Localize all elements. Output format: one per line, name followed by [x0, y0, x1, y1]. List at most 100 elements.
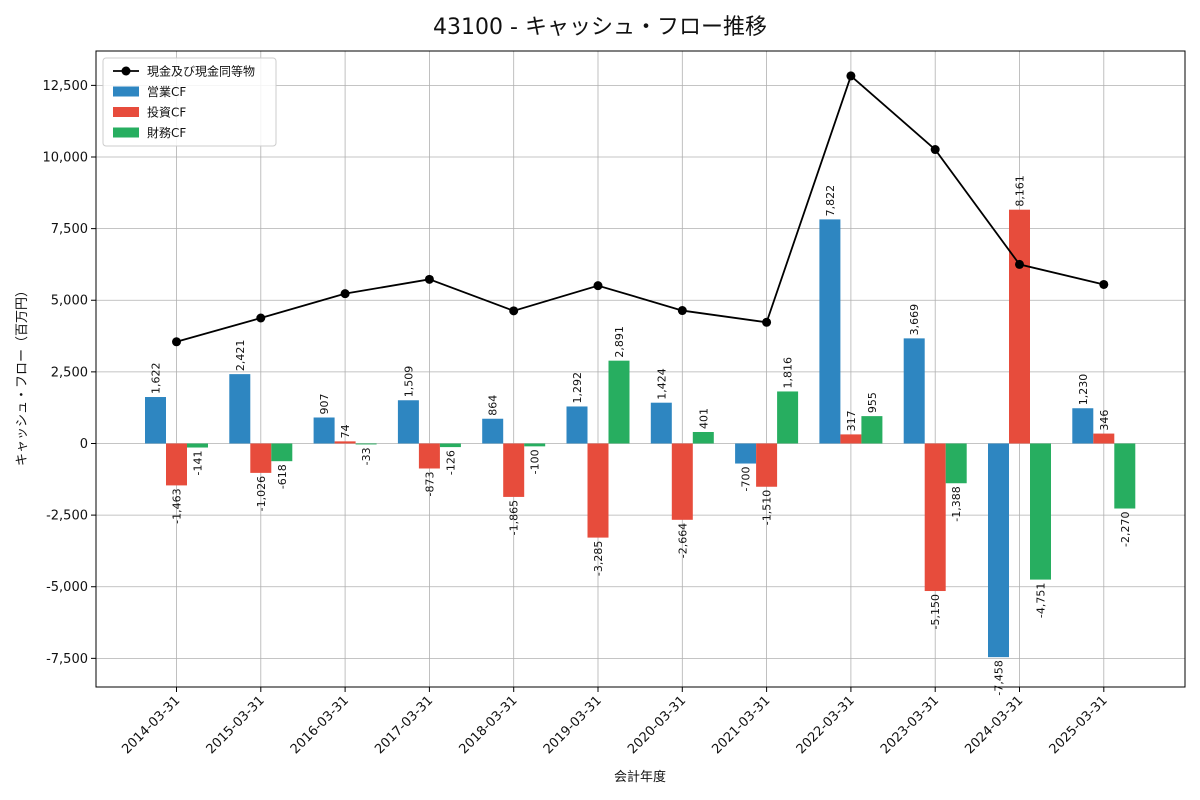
data-label: -7,458 [993, 660, 1006, 695]
bar [1114, 443, 1136, 509]
bar [1009, 209, 1030, 444]
bar [1093, 433, 1115, 444]
data-label: 864 [487, 395, 500, 416]
bar [313, 417, 335, 444]
bar [756, 443, 778, 487]
data-label: 1,292 [571, 372, 584, 404]
data-label: -3,285 [592, 541, 605, 576]
x-tick-label: 2020-03-31 [625, 693, 689, 757]
bar [187, 443, 208, 448]
bar [903, 338, 925, 444]
data-label: 401 [697, 408, 710, 429]
legend-entry: 投資CF [147, 105, 186, 120]
y-tick-label: -5,000 [46, 580, 88, 595]
y-tick-label: -2,500 [46, 509, 88, 524]
cash-equivalents-point [340, 289, 350, 299]
bar [735, 443, 757, 464]
data-label: 1,622 [150, 363, 163, 395]
bar [355, 443, 377, 445]
x-tick-label: 2021-03-31 [709, 693, 773, 757]
cash-equivalents-point [846, 71, 856, 81]
x-tick-label: 2017-03-31 [372, 693, 436, 757]
legend-swatch [113, 127, 139, 138]
bar [166, 443, 187, 486]
legend-swatch [113, 107, 139, 117]
data-label: 3,669 [908, 304, 921, 336]
y-axis-label: キャッシュ・フロー（百万円） [15, 284, 30, 466]
data-label: -1,865 [508, 500, 521, 535]
data-label: -2,664 [676, 523, 689, 558]
x-tick-label: 2022-03-31 [794, 693, 858, 757]
cash-equivalents-point [593, 281, 603, 291]
data-label: 1,816 [782, 357, 795, 389]
legend-swatch [113, 86, 139, 97]
bar [503, 443, 525, 497]
data-label: -141 [192, 451, 205, 476]
legend-box [102, 57, 277, 147]
cash-equivalents-point [1099, 279, 1109, 289]
data-label: 2,891 [613, 326, 626, 358]
cash-equivalents-point [256, 313, 266, 323]
y-tick-label: 10,000 [43, 151, 89, 166]
x-tick-label: 2015-03-31 [204, 693, 268, 757]
bar [650, 402, 672, 444]
legend-entry: 財務CF [147, 125, 186, 140]
data-label: -5,150 [929, 594, 942, 629]
bar [439, 443, 461, 448]
x-tick-label: 2016-03-31 [288, 693, 352, 757]
grid-layer [96, 51, 1185, 687]
bar [334, 441, 356, 444]
y-tick-label: 7,500 [51, 222, 88, 237]
data-label: -700 [740, 467, 753, 492]
cash-equivalents-point [930, 145, 940, 155]
bar [671, 443, 693, 520]
y-tick-label: -7,500 [46, 652, 88, 667]
legend-entry: 現金及び現金同等物 [147, 64, 255, 79]
bar [777, 391, 799, 444]
bar [145, 397, 166, 444]
y-tick-label: 5,000 [51, 294, 88, 309]
bar [271, 443, 293, 462]
bar [692, 431, 714, 444]
data-label: 74 [339, 424, 352, 438]
data-labels-layer: 1,622 2,421 907 1,509 864 1,292 1,424 -700 7,822… [150, 175, 1132, 695]
chart-title: 43100 - キャッシュ・フロー推移 [433, 15, 767, 40]
bar [1030, 443, 1051, 580]
data-label: -126 [444, 450, 457, 475]
data-label: -1,463 [171, 488, 184, 523]
data-label: -1,026 [255, 476, 268, 511]
x-axis: 2014-03-31 2015-03-31 2016-03-31 2017-03-31… [119, 687, 1111, 757]
data-label: 955 [866, 392, 879, 413]
data-label: 907 [318, 394, 331, 415]
bar [418, 443, 440, 469]
bar [524, 443, 546, 447]
plot-frame [95, 50, 1186, 688]
bar [482, 418, 504, 444]
cash-equivalents-point [1015, 259, 1024, 269]
bar [608, 360, 630, 444]
x-axis-label: 会計年度 [614, 769, 666, 785]
bar [861, 416, 883, 444]
data-label: -618 [276, 464, 289, 489]
bar [1072, 408, 1094, 444]
y-tick-label: 0 [80, 437, 88, 452]
data-label: -2,270 [1119, 512, 1132, 547]
cash-equivalents-point [424, 274, 434, 284]
bars-layer [145, 209, 1136, 658]
bar [840, 434, 862, 444]
data-label: 1,230 [1077, 374, 1090, 406]
y-tick-label: 2,500 [51, 365, 88, 380]
x-tick-label: 2025-03-31 [1047, 693, 1111, 757]
data-label: -4,751 [1035, 583, 1048, 618]
cash-equivalents-point [172, 337, 181, 347]
data-label: -1,510 [761, 490, 774, 525]
data-label: -33 [360, 447, 373, 465]
line-layer [172, 71, 1109, 347]
data-label: 2,421 [234, 340, 247, 372]
x-tick-label: 2024-03-31 [962, 693, 1026, 757]
data-label: 8,161 [1014, 175, 1027, 207]
x-tick-label: 2018-03-31 [456, 693, 520, 757]
data-label: -100 [529, 449, 542, 474]
